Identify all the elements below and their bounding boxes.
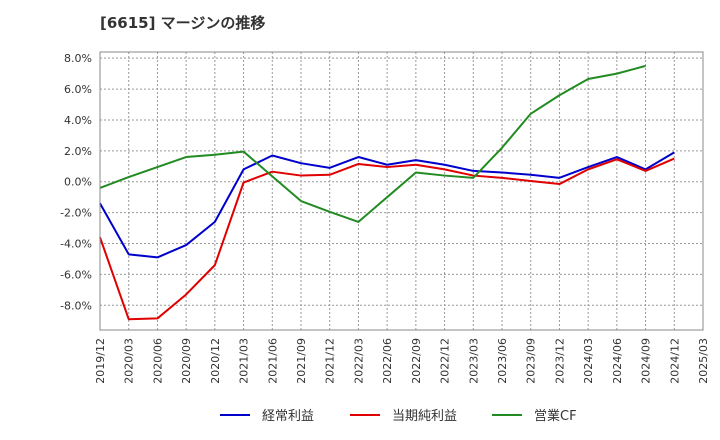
x-tick-label: 2023/03 bbox=[467, 338, 480, 384]
y-tick-label: 4.0% bbox=[64, 114, 92, 127]
x-tick-label: 2021/03 bbox=[238, 338, 251, 384]
legend-label: 当期純利益 bbox=[392, 409, 457, 424]
y-tick-label: -4.0% bbox=[60, 238, 92, 251]
chart-title: [6615] マージンの推移 bbox=[100, 14, 266, 32]
x-tick-label: 2024/03 bbox=[582, 338, 595, 384]
x-tick-label: 2023/09 bbox=[525, 338, 538, 384]
y-tick-label: 8.0% bbox=[64, 52, 92, 65]
x-tick-label: 2025/03 bbox=[697, 338, 710, 384]
y-tick-label: 0.0% bbox=[64, 176, 92, 189]
y-tick-label: -2.0% bbox=[60, 207, 92, 220]
y-tick-label: -6.0% bbox=[60, 268, 92, 281]
x-tick-label: 2020/03 bbox=[123, 338, 136, 384]
legend-label: 経常利益 bbox=[262, 409, 314, 424]
x-tick-label: 2022/06 bbox=[381, 338, 394, 384]
x-tick-label: 2022/12 bbox=[439, 338, 452, 384]
y-tick-label: 6.0% bbox=[64, 83, 92, 96]
x-tick-label: 2020/06 bbox=[151, 338, 164, 384]
series-line bbox=[99, 157, 675, 321]
grid-layer bbox=[100, 52, 703, 330]
series-line bbox=[99, 151, 675, 259]
y-tick-label: 2.0% bbox=[64, 145, 92, 158]
x-tick-label: 2022/09 bbox=[410, 338, 423, 384]
x-tick-label: 2023/12 bbox=[553, 338, 566, 384]
x-tick-label: 2021/12 bbox=[324, 338, 337, 384]
series-line bbox=[99, 64, 646, 223]
y-tick-label: -8.0% bbox=[60, 299, 92, 312]
x-tick-label: 2024/12 bbox=[668, 338, 681, 384]
plot-area-frame bbox=[99, 51, 704, 331]
legend: 経常利益 当期純利益 営業CF bbox=[220, 408, 577, 424]
x-tick-label: 2024/06 bbox=[611, 338, 624, 384]
x-tick-label: 2024/09 bbox=[640, 338, 653, 384]
plot-area-background bbox=[100, 52, 703, 330]
x-tick-label: 2021/06 bbox=[266, 338, 279, 384]
x-tick-label: 2020/09 bbox=[180, 338, 193, 384]
x-tick-label: 2021/09 bbox=[295, 338, 308, 384]
x-tick-label: 2022/03 bbox=[352, 338, 365, 384]
axis-layer: 2019/12 2020/03 2020/06 2020/09 2020/12 2021/… bbox=[60, 52, 710, 384]
x-tick-label: 2020/12 bbox=[209, 338, 222, 384]
x-tick-label: 2019/12 bbox=[94, 338, 107, 384]
x-tick-label: 2023/06 bbox=[496, 338, 509, 384]
series-layer bbox=[99, 64, 675, 321]
legend-label: 営業CF bbox=[534, 408, 577, 424]
